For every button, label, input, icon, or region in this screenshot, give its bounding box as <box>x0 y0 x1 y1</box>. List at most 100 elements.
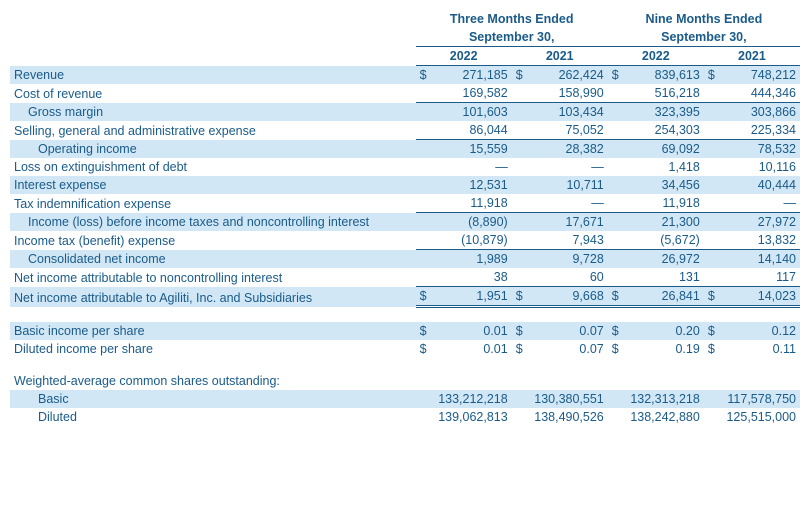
row-basic-eps: Basic income per share $0.01 $0.07 $0.20… <box>10 322 800 340</box>
cell-value: 11,918 <box>623 194 704 213</box>
cell-currency: $ <box>608 287 623 307</box>
cell-value: 271,185 <box>431 66 512 85</box>
cell-value: 1,989 <box>431 250 512 269</box>
cell-value: 0.07 <box>527 322 608 340</box>
row-was-basic: Basic 133,212,218 130,380,551 132,313,21… <box>10 390 800 408</box>
cell-value: 78,532 <box>719 140 800 159</box>
cell-value: 117 <box>719 268 800 287</box>
row-was-header: Weighted-average common shares outstandi… <box>10 372 800 390</box>
cell-currency: $ <box>608 66 623 85</box>
cell-value: 38 <box>431 268 512 287</box>
cell-value: 69,092 <box>623 140 704 159</box>
cell-value: 15,559 <box>431 140 512 159</box>
cell-value: 21,300 <box>623 213 704 232</box>
cell-value: 303,866 <box>719 103 800 122</box>
cell-value: 139,062,813 <box>431 408 512 426</box>
col-year-2: 2021 <box>512 47 608 66</box>
cell-value: 839,613 <box>623 66 704 85</box>
cell-label: Gross margin <box>10 103 416 122</box>
cell-value: 75,052 <box>527 121 608 140</box>
cell-value: 10,711 <box>527 176 608 194</box>
cell-value: 254,303 <box>623 121 704 140</box>
cell-value: 101,603 <box>431 103 512 122</box>
cell-value: — <box>527 194 608 213</box>
cell-value: 323,395 <box>623 103 704 122</box>
cell-currency: $ <box>704 340 719 358</box>
cell-label: Net income attributable to Agiliti, Inc.… <box>10 287 416 307</box>
cell-label: Cost of revenue <box>10 84 416 103</box>
cell-label: Basic income per share <box>10 322 416 340</box>
cell-currency: $ <box>416 66 431 85</box>
cell-value: — <box>527 158 608 176</box>
cell-value: 26,841 <box>623 287 704 307</box>
cell-currency: $ <box>512 322 527 340</box>
cell-value: 14,023 <box>719 287 800 307</box>
cell-value: 131 <box>623 268 704 287</box>
cell-currency: $ <box>608 340 623 358</box>
cell-label: Revenue <box>10 66 416 85</box>
cell-currency: $ <box>512 340 527 358</box>
cell-value: — <box>431 158 512 176</box>
cell-value: 0.19 <box>623 340 704 358</box>
row-cost: Cost of revenue 169,582 158,990 516,218 … <box>10 84 800 103</box>
cell-value: 0.07 <box>527 340 608 358</box>
cell-value: 12,531 <box>431 176 512 194</box>
cell-label: Diluted income per share <box>10 340 416 358</box>
cell-label: Operating income <box>10 140 416 159</box>
cell-value: 26,972 <box>623 250 704 269</box>
cell-value: 132,313,218 <box>623 390 704 408</box>
col-year-1: 2022 <box>416 47 512 66</box>
cell-currency: $ <box>416 340 431 358</box>
cell-value: 11,918 <box>431 194 512 213</box>
header-three-months-2: September 30, <box>416 28 608 47</box>
cell-label: Consolidated net income <box>10 250 416 269</box>
cell-value: 444,346 <box>719 84 800 103</box>
cell-value: 17,671 <box>527 213 608 232</box>
cell-value: 9,668 <box>527 287 608 307</box>
cell-value: 0.20 <box>623 322 704 340</box>
cell-value: 138,242,880 <box>623 408 704 426</box>
cell-value: 27,972 <box>719 213 800 232</box>
cell-value: 103,434 <box>527 103 608 122</box>
cell-value: 40,444 <box>719 176 800 194</box>
cell-label: Income tax (benefit) expense <box>10 231 416 250</box>
row-revenue: Revenue $271,185 $262,424 $839,613 $748,… <box>10 66 800 85</box>
header-three-months-1: Three Months Ended <box>416 10 608 28</box>
row-diluted-eps: Diluted income per share $0.01 $0.07 $0.… <box>10 340 800 358</box>
cell-value: 262,424 <box>527 66 608 85</box>
row-income-tax: Income tax (benefit) expense (10,879) 7,… <box>10 231 800 250</box>
row-nci: Net income attributable to noncontrollin… <box>10 268 800 287</box>
cell-value: 516,218 <box>623 84 704 103</box>
cell-value: 225,334 <box>719 121 800 140</box>
cell-value: — <box>719 194 800 213</box>
cell-value: (5,672) <box>623 231 704 250</box>
cell-value: 117,578,750 <box>719 390 800 408</box>
row-consolidated-net: Consolidated net income 1,989 9,728 26,9… <box>10 250 800 269</box>
header-nine-months-1: Nine Months Ended <box>608 10 800 28</box>
cell-label: Loss on extinguishment of debt <box>10 158 416 176</box>
cell-value: 138,490,526 <box>527 408 608 426</box>
cell-value: 1,951 <box>431 287 512 307</box>
header-nine-months-2: September 30, <box>608 28 800 47</box>
cell-value: 1,418 <box>623 158 704 176</box>
cell-value: 133,212,218 <box>431 390 512 408</box>
cell-value: 9,728 <box>527 250 608 269</box>
row-operating-income: Operating income 15,559 28,382 69,092 78… <box>10 140 800 159</box>
cell-value: 13,832 <box>719 231 800 250</box>
cell-value: (8,890) <box>431 213 512 232</box>
cell-value: 7,943 <box>527 231 608 250</box>
cell-label: Net income attributable to noncontrollin… <box>10 268 416 287</box>
col-year-3: 2022 <box>608 47 704 66</box>
cell-value: 0.01 <box>431 322 512 340</box>
row-loss-extinguishment: Loss on extinguishment of debt — — 1,418… <box>10 158 800 176</box>
cell-currency: $ <box>512 66 527 85</box>
cell-value: 10,116 <box>719 158 800 176</box>
cell-value: 125,515,000 <box>719 408 800 426</box>
income-statement-table: Three Months Ended Nine Months Ended Sep… <box>10 10 800 426</box>
cell-currency: $ <box>704 66 719 85</box>
cell-currency: $ <box>704 287 719 307</box>
cell-value: 0.12 <box>719 322 800 340</box>
cell-value: 130,380,551 <box>527 390 608 408</box>
cell-value: 34,456 <box>623 176 704 194</box>
col-year-4: 2021 <box>704 47 800 66</box>
